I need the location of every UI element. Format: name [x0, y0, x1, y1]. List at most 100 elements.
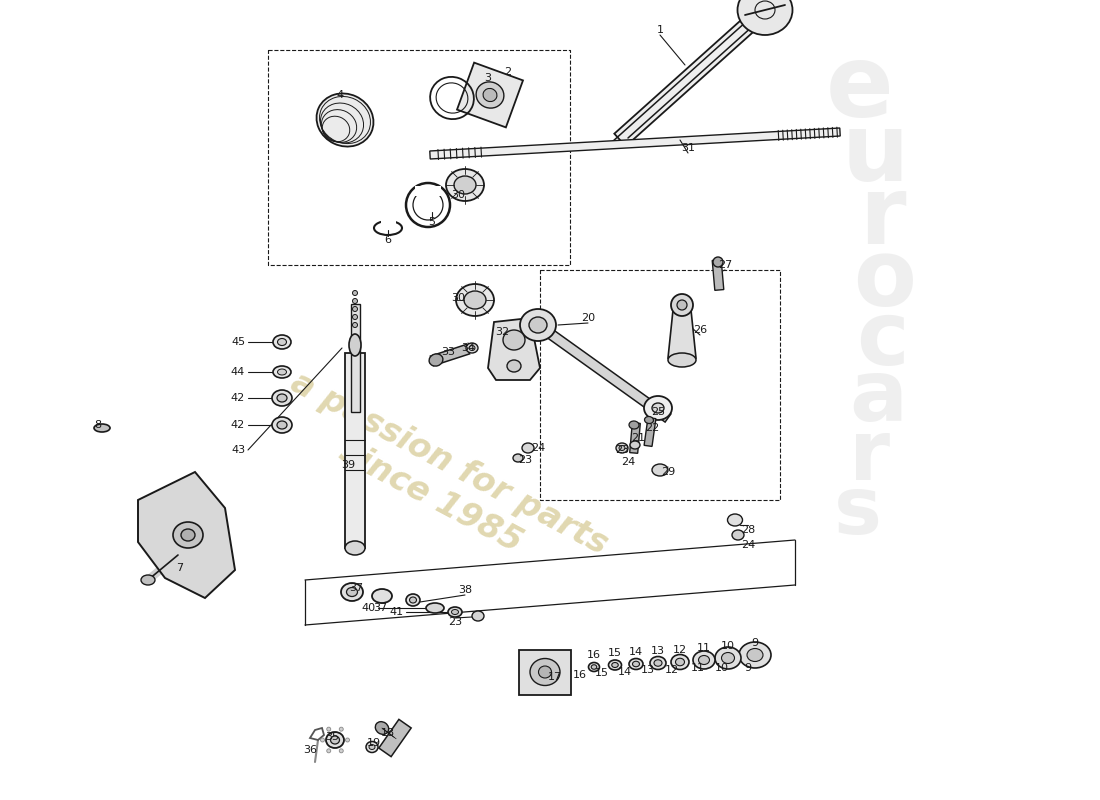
Ellipse shape [722, 653, 735, 663]
Ellipse shape [520, 309, 556, 341]
Text: 34: 34 [461, 343, 475, 353]
Ellipse shape [469, 346, 475, 350]
Ellipse shape [616, 443, 628, 453]
Text: 35: 35 [324, 732, 339, 742]
Text: 28: 28 [741, 525, 755, 535]
Ellipse shape [273, 335, 292, 349]
Text: 14: 14 [618, 667, 632, 677]
Text: 27: 27 [718, 260, 733, 270]
Ellipse shape [630, 441, 640, 449]
Polygon shape [519, 650, 571, 694]
Text: s: s [834, 473, 882, 551]
Text: 16: 16 [573, 670, 587, 680]
Bar [381, 216, 396, 224]
Text: 29: 29 [661, 467, 675, 477]
Text: 31: 31 [681, 143, 695, 153]
Text: 23: 23 [448, 617, 462, 627]
Polygon shape [535, 321, 671, 422]
Ellipse shape [530, 658, 560, 686]
Text: 36: 36 [302, 745, 317, 755]
Ellipse shape [141, 575, 155, 585]
Ellipse shape [352, 306, 358, 311]
Text: 43: 43 [231, 445, 245, 455]
Text: 26: 26 [693, 325, 707, 335]
Ellipse shape [352, 314, 358, 319]
Ellipse shape [339, 727, 343, 731]
Polygon shape [456, 62, 522, 127]
Text: 17: 17 [548, 672, 562, 682]
Text: 3: 3 [484, 73, 492, 83]
Ellipse shape [513, 454, 522, 462]
Text: 45: 45 [231, 337, 245, 347]
Text: c: c [856, 297, 909, 383]
Ellipse shape [464, 291, 486, 309]
Text: o: o [854, 235, 916, 325]
Ellipse shape [592, 665, 596, 670]
Ellipse shape [608, 660, 622, 670]
Ellipse shape [727, 514, 742, 526]
Polygon shape [712, 260, 724, 290]
Text: 23: 23 [615, 445, 629, 455]
Ellipse shape [693, 651, 715, 669]
Ellipse shape [456, 284, 494, 316]
Ellipse shape [429, 354, 443, 366]
Ellipse shape [454, 176, 476, 194]
Polygon shape [488, 318, 540, 380]
Ellipse shape [272, 417, 292, 433]
Text: 40: 40 [361, 603, 375, 613]
Ellipse shape [476, 82, 504, 108]
Ellipse shape [277, 421, 287, 429]
Ellipse shape [739, 642, 771, 668]
Ellipse shape [277, 369, 286, 375]
Polygon shape [378, 719, 411, 757]
Ellipse shape [619, 446, 625, 450]
Text: 14: 14 [629, 647, 644, 657]
Ellipse shape [507, 360, 521, 372]
Text: 15: 15 [608, 648, 622, 658]
Text: 2: 2 [505, 67, 512, 77]
Ellipse shape [182, 529, 195, 541]
Text: r: r [859, 172, 905, 264]
Ellipse shape [368, 745, 375, 750]
Polygon shape [351, 304, 360, 412]
Text: 30: 30 [451, 190, 465, 200]
Text: 42: 42 [231, 420, 245, 430]
Ellipse shape [671, 654, 689, 670]
Ellipse shape [715, 647, 741, 669]
Text: 20: 20 [581, 313, 595, 323]
Text: 6: 6 [385, 235, 392, 245]
Text: 4: 4 [337, 90, 343, 100]
Text: 42: 42 [231, 393, 245, 403]
Text: 21: 21 [631, 433, 645, 443]
Text: 10: 10 [720, 641, 735, 651]
Polygon shape [645, 418, 656, 446]
Ellipse shape [345, 738, 350, 742]
Ellipse shape [713, 257, 723, 267]
Ellipse shape [327, 727, 331, 731]
Text: 18: 18 [381, 728, 395, 738]
Ellipse shape [671, 294, 693, 316]
Polygon shape [345, 353, 365, 547]
Ellipse shape [330, 736, 340, 744]
Ellipse shape [409, 597, 417, 603]
Ellipse shape [406, 594, 420, 606]
Text: r: r [849, 415, 891, 497]
Ellipse shape [632, 662, 639, 666]
Text: 13: 13 [641, 665, 654, 675]
Ellipse shape [339, 749, 343, 753]
Ellipse shape [747, 649, 763, 662]
Polygon shape [668, 310, 696, 358]
Text: a: a [849, 357, 908, 439]
Ellipse shape [629, 658, 644, 670]
Text: 5: 5 [429, 217, 436, 227]
Ellipse shape [317, 94, 374, 146]
Ellipse shape [352, 322, 358, 327]
Ellipse shape [272, 390, 292, 406]
Ellipse shape [732, 530, 744, 540]
Ellipse shape [539, 666, 551, 678]
Text: 10: 10 [715, 663, 729, 673]
Ellipse shape [612, 662, 618, 667]
Text: 37: 37 [373, 603, 387, 613]
Text: 37: 37 [349, 583, 363, 593]
Ellipse shape [277, 338, 286, 346]
